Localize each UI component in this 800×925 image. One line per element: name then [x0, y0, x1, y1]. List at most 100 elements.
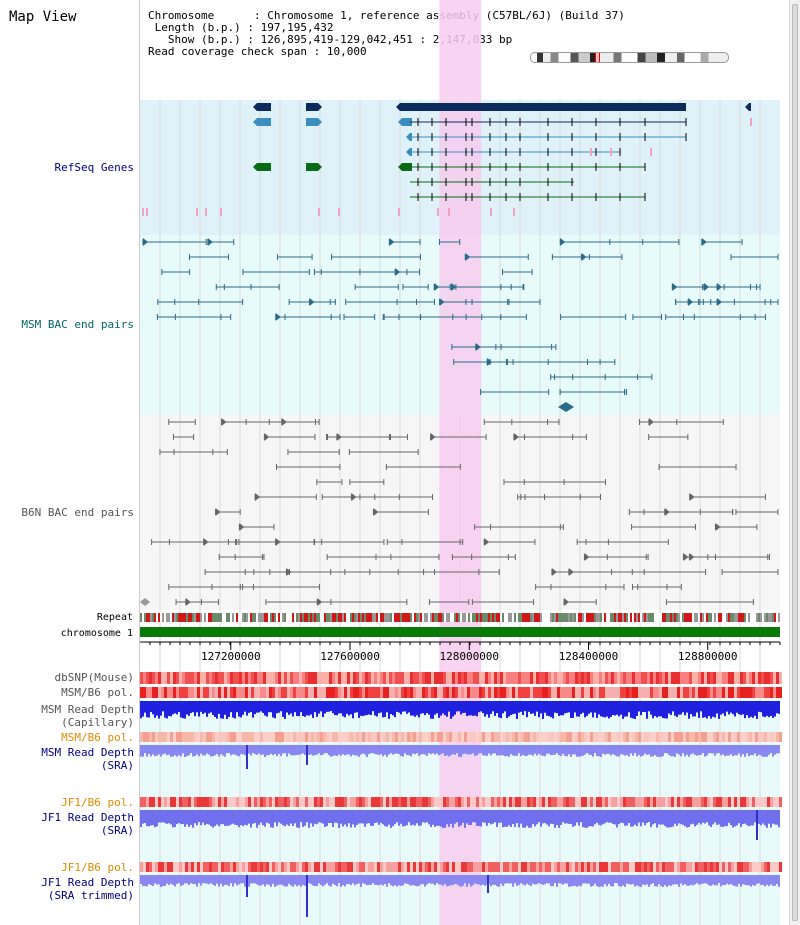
vertical-scrollbar[interactable] — [789, 0, 800, 925]
jf1-b6-pol-cell — [542, 797, 545, 807]
jf1-b6-pol-cell — [509, 862, 512, 872]
msm-read-depth-cap-label[interactable]: MSM Read Depth (Capillary) — [41, 703, 134, 729]
msm-depth-sra-bar — [440, 745, 442, 755]
jf1-b6-pol-cell — [611, 797, 614, 807]
jf1-depth-trim-bar — [222, 875, 224, 887]
msm-depth-cap-bar — [464, 701, 466, 713]
repeat-block — [624, 613, 626, 622]
msm-depth-sra-bar — [642, 745, 644, 756]
jf1-depth-trim-bar — [214, 875, 216, 886]
msm-depth-cap-bar — [350, 701, 352, 715]
msm-depth-sra-bar — [698, 745, 700, 756]
msm-b6-pol-cell — [545, 687, 548, 698]
dbsnp-cell — [329, 672, 332, 684]
jf1-b6-pol-cell — [635, 797, 638, 807]
msm-depth-sra-bar — [226, 745, 228, 754]
scrollbar-thumb[interactable] — [792, 4, 798, 921]
msm-depth-cap-bar — [190, 701, 192, 714]
msm-b6-pol-cell — [584, 732, 587, 742]
jf1-depth-sra-bar — [450, 810, 452, 824]
jf1-depth-sra-bar — [410, 810, 412, 826]
msm-depth-cap-bar — [778, 701, 780, 714]
msm-b6-pol-cell — [476, 687, 479, 698]
msm-depth-cap-bar — [202, 701, 204, 714]
dbsnp-cell — [755, 672, 758, 684]
msm-b6-pol-cell — [197, 687, 200, 698]
jf1-b6-pol-cell — [284, 797, 287, 807]
msm-read-depth-sra-label[interactable]: MSM Read Depth (SRA) — [41, 746, 134, 772]
jf1-depth-sra-bar — [484, 810, 486, 823]
msm-b6-pol-cell — [614, 687, 617, 698]
msm-depth-cap-bar — [482, 701, 484, 714]
jf1-depth-trim-bar — [220, 875, 222, 884]
repeat-block — [164, 613, 166, 622]
dbsnp-cell — [671, 672, 674, 684]
repeat-block — [174, 613, 176, 622]
msm-b6-pol-cell — [407, 732, 410, 742]
refseq-track-label[interactable]: RefSeq Genes — [54, 161, 134, 174]
jf1-read-depth-trim-label[interactable]: JF1 Read Depth (SRA trimmed) — [41, 876, 134, 902]
jf1-b6-pol-cell — [779, 797, 782, 807]
jf1-depth-sra-bar — [326, 810, 328, 827]
msm-b6-pol-cell — [431, 732, 434, 742]
jf1-depth-trim-bar — [430, 875, 432, 884]
jf1-b6-pol-cell — [581, 862, 584, 872]
repeat-block — [510, 613, 512, 622]
jf1-b6-pol-label-2[interactable]: JF1/B6 pol. — [61, 861, 134, 874]
jf1-depth-trim-bar — [606, 875, 608, 887]
refseq-marker — [490, 208, 492, 216]
msm-b6-pol-label-1[interactable]: MSM/B6 pol. — [61, 686, 134, 699]
jf1-b6-pol-cell — [296, 797, 299, 807]
repeat-block — [540, 613, 542, 622]
msm-b6-pol-cell — [410, 687, 413, 698]
jf1-depth-sra-bar — [358, 810, 360, 824]
jf1-b6-pol-cell — [596, 862, 599, 872]
dbsnp-track-label[interactable]: dbSNP(Mouse) — [54, 671, 134, 684]
jf1-depth-trim-bar — [494, 875, 496, 885]
repeat-track-label[interactable]: Repeat — [96, 612, 133, 623]
jf1-read-depth-sra-label[interactable]: JF1 Read Depth (SRA) — [41, 811, 134, 837]
msm-depth-sra-bar — [362, 745, 364, 754]
jf1-b6-pol-label-1[interactable]: JF1/B6 pol. — [61, 796, 134, 809]
dbsnp-cell — [563, 672, 566, 684]
jf1-b6-pol-cell — [596, 797, 599, 807]
repeat-block — [376, 613, 378, 622]
msm-depth-sra-bar — [310, 745, 312, 755]
msm-depth-cap-bar — [152, 701, 154, 715]
msm-b6-pol-label-2[interactable]: MSM/B6 pol. — [61, 731, 134, 744]
jf1-b6-pol-cell — [698, 862, 701, 872]
jf1-depth-trim-bar — [768, 875, 770, 887]
jf1-depth-sra-bar — [208, 810, 210, 825]
msm-depth-cap-bar — [616, 701, 618, 715]
jf1-b6-pol-cell — [587, 862, 590, 872]
b6n-bac-track-label[interactable]: B6N BAC end pairs — [21, 506, 134, 519]
jf1-b6-pol-cell — [368, 862, 371, 872]
jf1-depth-sra-bar — [668, 810, 670, 828]
jf1-depth-trim-bar — [492, 875, 494, 885]
jf1-b6-pol-cell — [335, 797, 338, 807]
b6n-bac-pair-arrow — [221, 418, 227, 426]
chromosome-track-label[interactable]: chromosome 1 — [60, 628, 133, 639]
msm-b6-pol-cell — [680, 732, 683, 742]
msm-b6-pol-cell — [704, 687, 707, 698]
b6n-bac-arrow — [140, 598, 150, 606]
repeat-block — [250, 613, 252, 622]
jf1-depth-sra-bar — [272, 810, 274, 828]
chromosome-ideogram[interactable] — [530, 52, 729, 63]
dbsnp-cell — [758, 672, 761, 684]
msm-depth-cap-bar — [362, 701, 364, 717]
jf1-depth-trim-bar — [402, 875, 404, 886]
repeat-block — [660, 613, 662, 622]
msm-b6-pol-cell — [383, 687, 386, 698]
msm-depth-sra-bar — [158, 745, 160, 755]
msm-b6-pol-cell — [434, 687, 437, 698]
msm-bac-track-label[interactable]: MSM BAC end pairs — [21, 318, 134, 331]
msm-b6-pol-cell — [716, 687, 719, 698]
msm-depth-cap-bar — [312, 701, 314, 718]
msm-depth-cap-bar — [766, 701, 768, 716]
jf1-b6-pol-cell — [755, 862, 758, 872]
dbsnp-cell — [665, 672, 668, 684]
dbsnp-cell — [773, 672, 776, 684]
dbsnp-cell — [401, 672, 404, 684]
